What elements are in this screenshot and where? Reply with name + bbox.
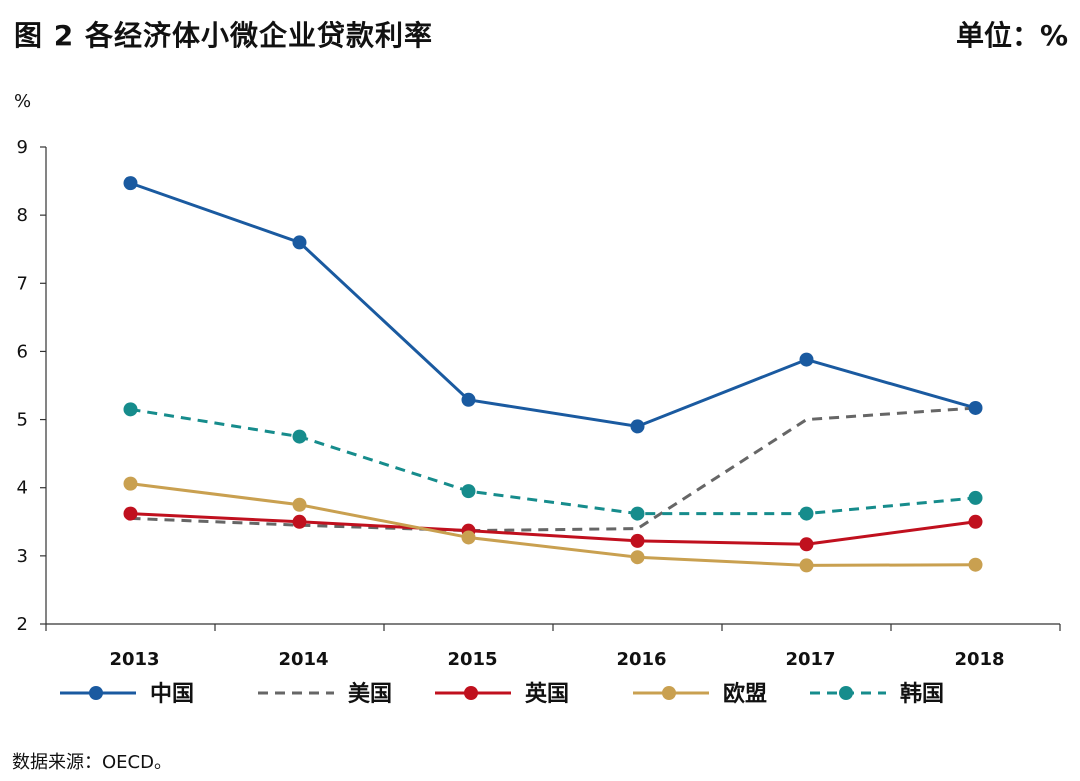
- data-point-韩国: [123, 402, 138, 417]
- data-point-中国: [292, 235, 307, 250]
- legend-swatch-marker: [839, 686, 853, 700]
- legend-swatch-marker: [464, 686, 478, 700]
- x-tick-label: 2013: [109, 649, 159, 670]
- legend-label: 欧盟: [723, 681, 767, 707]
- y-tick-label: 8: [17, 205, 28, 226]
- data-point-欧盟: [968, 557, 983, 572]
- x-tick-label: 2018: [954, 649, 1004, 670]
- data-point-欧盟: [292, 497, 307, 512]
- unit-label: 单位：%: [955, 19, 1068, 52]
- data-point-欧盟: [630, 550, 645, 565]
- data-point-中国: [123, 176, 138, 191]
- series-line-美国: [130, 406, 976, 533]
- series-lines: [123, 176, 983, 573]
- legend-label: 中国: [150, 682, 194, 707]
- legend: 中国 美国 英国 欧盟 韩国: [60, 681, 944, 707]
- data-point-英国: [123, 506, 138, 521]
- y-tick-label: 2: [17, 614, 28, 635]
- y-tick-label: 7: [17, 273, 28, 294]
- data-point-英国: [799, 537, 814, 552]
- y-tick-label: 3: [17, 546, 28, 567]
- data-point-韩国: [292, 429, 307, 444]
- legend-swatch-marker: [662, 686, 676, 700]
- data-point-韩国: [968, 490, 983, 505]
- x-tick-label: 2015: [447, 649, 497, 670]
- data-point-英国: [968, 514, 983, 529]
- data-point-韩国: [461, 484, 476, 499]
- data-point-英国: [630, 533, 645, 548]
- y-tick-label: 9: [17, 137, 28, 158]
- data-point-欧盟: [123, 476, 138, 491]
- series-line-英国: [130, 512, 976, 546]
- legend-label: 美国: [348, 681, 392, 707]
- legend-swatch-marker: [89, 686, 103, 700]
- data-point-中国: [799, 352, 814, 367]
- y-tick-label: 6: [17, 341, 28, 362]
- data-point-中国: [968, 400, 983, 415]
- y-axis-label: %: [14, 91, 31, 112]
- legend-label: 英国: [525, 682, 569, 707]
- data-point-欧盟: [799, 558, 814, 573]
- series-line-中国: [130, 181, 976, 428]
- source-note: 数据来源：OECD。: [12, 752, 172, 773]
- data-point-欧盟: [461, 530, 476, 545]
- y-tick-label: 5: [17, 410, 28, 431]
- data-point-韩国: [799, 506, 814, 521]
- y-tick-label: 4: [17, 478, 28, 499]
- data-point-中国: [630, 419, 645, 434]
- data-point-韩国: [630, 506, 645, 521]
- series-line-韩国: [130, 407, 976, 516]
- axes: 2 3 4 5 6 7 8 9% 2013 2014 2015 2016 2017 2018: [14, 91, 1061, 670]
- x-tick-label: 2014: [278, 649, 328, 670]
- data-point-英国: [292, 514, 307, 529]
- data-point-中国: [461, 392, 476, 407]
- x-tick-label: 2016: [616, 649, 666, 670]
- legend-label: 韩国: [900, 681, 944, 707]
- series-line-欧盟: [130, 482, 976, 567]
- chart-title: 图 2 各经济体小微企业贷款利率: [14, 19, 433, 52]
- x-tick-label: 2017: [785, 649, 835, 670]
